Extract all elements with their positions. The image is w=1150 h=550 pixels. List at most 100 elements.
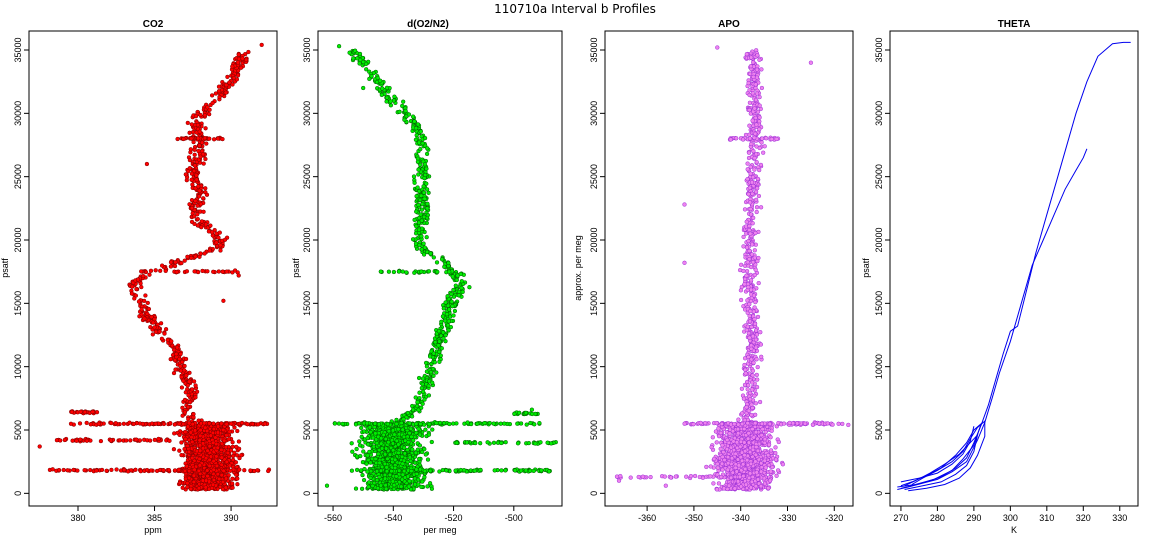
data-point — [162, 331, 167, 336]
data-point — [203, 126, 208, 131]
data-point — [748, 390, 753, 396]
data-point — [524, 422, 529, 427]
data-point — [748, 298, 754, 304]
data-point — [757, 57, 762, 62]
data-point — [189, 205, 195, 211]
data-point — [230, 453, 236, 459]
data-point — [752, 393, 757, 398]
data-point — [184, 373, 189, 378]
data-point — [738, 262, 744, 267]
data-point — [468, 421, 474, 427]
data-point — [757, 115, 762, 120]
data-point — [173, 367, 178, 372]
data-point — [168, 260, 174, 265]
data-point — [426, 432, 432, 437]
data-point — [487, 420, 492, 426]
data-point — [50, 467, 55, 472]
data-point — [449, 291, 454, 297]
data-point — [410, 447, 415, 452]
y-tick-label: 0 — [13, 491, 23, 496]
data-point — [192, 152, 197, 157]
data-point — [421, 241, 426, 246]
data-point — [84, 420, 89, 426]
data-point — [233, 460, 239, 465]
data-point — [749, 412, 754, 418]
data-point — [401, 434, 407, 440]
data-point — [172, 263, 178, 269]
data-point — [414, 194, 419, 199]
data-point — [407, 421, 412, 426]
data-point — [365, 436, 370, 441]
xlabel-co2: ppm — [144, 525, 162, 535]
data-point — [419, 405, 424, 410]
y-tick-label: 25000 — [302, 164, 312, 189]
data-point — [518, 468, 524, 473]
data-point — [189, 219, 195, 225]
data-point — [747, 107, 752, 113]
data-point — [204, 192, 210, 197]
data-point — [207, 136, 212, 141]
data-point — [224, 269, 229, 274]
data-point — [187, 166, 192, 171]
data-point — [447, 307, 452, 312]
data-point — [223, 476, 229, 481]
data-point — [150, 332, 155, 337]
data-point — [226, 437, 231, 442]
data-point — [384, 469, 390, 474]
data-point — [750, 221, 755, 226]
data-point — [144, 467, 150, 473]
data-point — [179, 440, 184, 445]
data-point — [412, 460, 418, 465]
data-point — [379, 436, 384, 441]
data-point — [169, 339, 174, 344]
data-point — [213, 91, 219, 96]
data-point — [418, 467, 423, 472]
data-point — [366, 480, 372, 485]
data-point — [402, 468, 407, 474]
data-point — [446, 319, 451, 324]
data-point — [424, 249, 430, 255]
data-point — [219, 441, 225, 446]
data-point — [215, 430, 221, 435]
data-point — [376, 422, 382, 427]
data-point — [205, 468, 210, 473]
data-point — [214, 240, 219, 245]
xlabel-do2n2: per meg — [423, 525, 456, 535]
data-point — [125, 469, 131, 474]
data-point — [158, 268, 163, 273]
data-point — [750, 91, 755, 96]
data-point — [216, 84, 222, 89]
data-point — [749, 55, 754, 60]
data-point — [185, 481, 190, 486]
data-point — [412, 270, 417, 275]
data-point — [403, 108, 408, 114]
x-tick-label: -520 — [445, 513, 463, 523]
data-point — [748, 308, 753, 314]
data-point — [191, 139, 196, 145]
data-point — [754, 152, 759, 157]
data-point — [751, 293, 757, 298]
data-point — [236, 439, 242, 444]
data-point — [438, 353, 443, 358]
data-point — [498, 421, 503, 426]
data-point — [431, 255, 436, 260]
data-point — [533, 441, 538, 446]
data-point — [439, 319, 444, 324]
data-point — [365, 453, 370, 458]
data-point — [411, 174, 417, 179]
data-point — [360, 472, 365, 478]
data-point — [211, 137, 217, 142]
data-point — [354, 446, 359, 452]
plot-frame-do2n2 — [317, 30, 563, 507]
data-point — [467, 285, 472, 290]
data-point — [193, 383, 198, 388]
data-point — [139, 269, 144, 274]
data-point — [354, 467, 360, 473]
data-point — [401, 416, 406, 422]
data-point — [748, 171, 753, 176]
data-point — [187, 468, 192, 474]
data-point — [454, 277, 459, 283]
data-point — [419, 193, 424, 198]
data-point — [231, 75, 237, 81]
data-point — [422, 468, 427, 474]
